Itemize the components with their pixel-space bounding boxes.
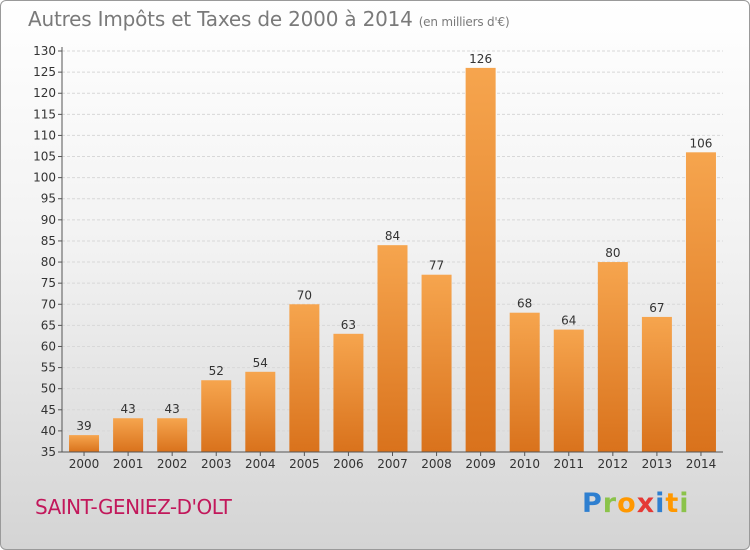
bar [421, 274, 452, 452]
x-tick-label: 2009 [465, 457, 496, 471]
x-axis-ticks: 2000 2001 2002 2003 2004 2005 2006 2007 2008 2009… [69, 452, 716, 471]
data-label: 39 [76, 419, 91, 433]
data-label: 64 [561, 314, 576, 328]
data-label: 106 [690, 136, 713, 150]
y-tick-label: 125 [33, 65, 56, 79]
logo-letter: r [602, 488, 618, 519]
data-label: 67 [649, 301, 664, 315]
y-tick-label: 60 [41, 339, 56, 353]
x-tick-label: 2014 [686, 457, 717, 471]
x-tick-label: 2003 [201, 457, 232, 471]
data-label: 80 [605, 246, 620, 260]
logo-letter: o [617, 488, 637, 519]
logo-letter: t [665, 488, 680, 519]
y-tick-label: 55 [41, 361, 56, 375]
data-label: 52 [209, 364, 224, 378]
y-tick-label: 95 [41, 192, 56, 206]
y-tick-label: 130 [33, 44, 56, 58]
bar [597, 262, 628, 452]
y-axis-ticks: 35 40 45 50 55 60 65 70 75 80 85 90 95 100 105 110 115 12… [33, 44, 62, 459]
y-tick-label: 110 [33, 128, 56, 142]
data-label: 126 [469, 52, 492, 66]
y-tick-label: 45 [41, 403, 56, 417]
subtitle-text: (en milliers d'€) [418, 15, 510, 29]
bar [201, 380, 232, 452]
bars: 39 43 43 52 54 70 63 84 77 126 68 64 80 67 106 [69, 52, 716, 452]
x-tick-label: 2006 [333, 457, 364, 471]
data-label: 43 [165, 402, 180, 416]
bar [113, 418, 144, 452]
x-tick-label: 2007 [377, 457, 408, 471]
data-label: 84 [385, 229, 400, 243]
data-label: 70 [297, 288, 312, 302]
y-tick-label: 105 [33, 150, 56, 164]
x-tick-label: 2001 [113, 457, 144, 471]
bar [509, 312, 540, 452]
y-tick-label: 90 [41, 213, 56, 227]
logo-letter: x [636, 488, 656, 519]
x-tick-label: 2002 [157, 457, 188, 471]
y-tick-label: 70 [41, 297, 56, 311]
logo-letter: P [582, 488, 603, 519]
y-tick-label: 65 [41, 318, 56, 332]
data-label: 43 [120, 402, 135, 416]
y-tick-label: 50 [41, 382, 56, 396]
y-tick-label: 80 [41, 255, 56, 269]
x-tick-label: 2012 [598, 457, 629, 471]
bar [465, 67, 496, 452]
y-tick-label: 120 [33, 86, 56, 100]
bar [553, 329, 584, 452]
title-text: Autres Impôts et Taxes de 2000 à 2014 [28, 7, 413, 31]
x-tick-label: 2013 [642, 457, 673, 471]
axes [61, 47, 723, 453]
logo-letter: i [655, 488, 666, 519]
commune-name: SAINT-GENIEZ-D'OLT [35, 495, 232, 519]
bar [69, 435, 100, 452]
y-tick-label: 75 [41, 276, 56, 290]
chart-title: Autres Impôts et Taxes de 2000 à 2014 (en… [28, 7, 510, 31]
data-label: 54 [253, 356, 268, 370]
x-tick-label: 2004 [245, 457, 276, 471]
bar [641, 316, 672, 452]
y-tick-label: 35 [41, 445, 56, 459]
bar [685, 152, 716, 452]
x-tick-label: 2005 [289, 457, 320, 471]
y-tick-label: 85 [41, 234, 56, 248]
bar [289, 304, 320, 452]
y-tick-label: 115 [33, 107, 56, 121]
x-tick-label: 2008 [421, 457, 452, 471]
data-label: 77 [429, 259, 444, 273]
bar-chart: 35 40 45 50 55 60 65 70 75 80 85 90 95 100 105 110 115 12… [33, 44, 723, 471]
proxiti-logo: Proxiti [582, 488, 690, 519]
x-tick-label: 2011 [553, 457, 584, 471]
bar [245, 371, 276, 452]
y-tick-label: 100 [33, 171, 56, 185]
x-tick-label: 2000 [69, 457, 100, 471]
data-label: 63 [341, 318, 356, 332]
y-tick-label: 40 [41, 424, 56, 438]
x-tick-label: 2010 [509, 457, 540, 471]
data-label: 68 [517, 297, 532, 311]
bar [377, 245, 408, 452]
bar [157, 418, 188, 452]
bar [333, 333, 364, 452]
logo-letter: i [679, 488, 690, 519]
